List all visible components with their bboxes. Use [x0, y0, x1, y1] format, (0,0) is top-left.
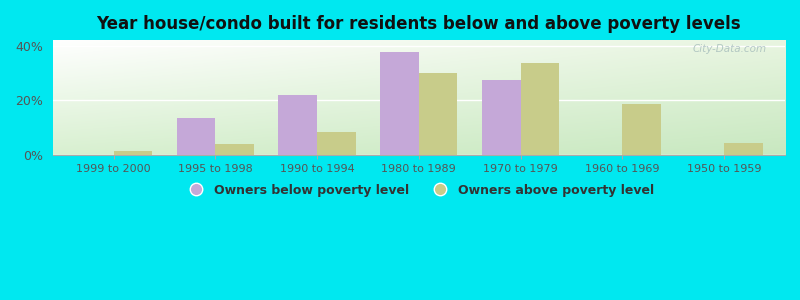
- Bar: [380, 52, 418, 155]
- Bar: [418, 73, 458, 155]
- Bar: [317, 132, 356, 155]
- Bar: [114, 151, 152, 155]
- Bar: [622, 104, 661, 155]
- Bar: [215, 144, 254, 155]
- Bar: [724, 143, 762, 155]
- Bar: [278, 95, 317, 155]
- Text: City-Data.com: City-Data.com: [693, 44, 766, 54]
- Legend: Owners below poverty level, Owners above poverty level: Owners below poverty level, Owners above…: [178, 178, 658, 202]
- Bar: [482, 80, 521, 155]
- Title: Year house/condo built for residents below and above poverty levels: Year house/condo built for residents bel…: [97, 15, 741, 33]
- Bar: [521, 63, 559, 155]
- Bar: [177, 118, 215, 155]
